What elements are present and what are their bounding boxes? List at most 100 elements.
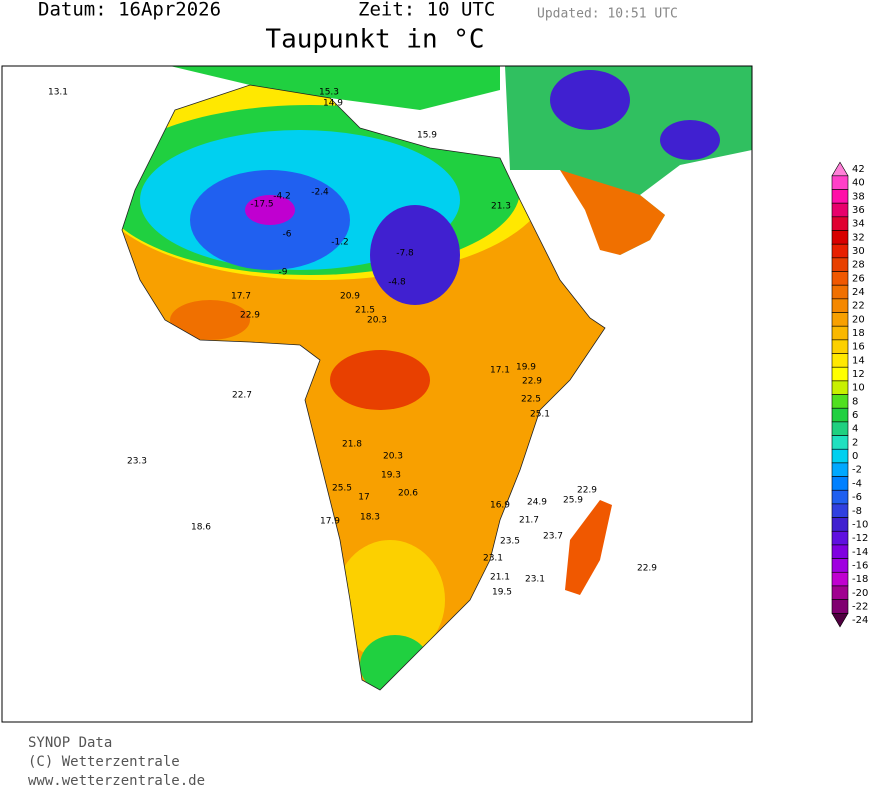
station-value: 23.1 <box>483 554 503 564</box>
colorbar-label: 40 <box>852 178 865 189</box>
station-value: 25.9 <box>563 496 583 506</box>
updated: Updated: 10:51 UTC <box>537 7 678 22</box>
colorbar-swatch <box>831 366 849 382</box>
colorbar-label: 18 <box>852 328 865 339</box>
colorbar-label: -4 <box>852 478 862 489</box>
colorbar-label: 10 <box>852 383 865 394</box>
station-value: 21.7 <box>519 516 539 526</box>
colorbar-label: -24 <box>852 615 868 626</box>
station-value: 18.3 <box>360 513 380 523</box>
colorbar-swatch <box>831 284 849 300</box>
madagascar <box>565 500 612 595</box>
station-value: 17 <box>358 493 369 503</box>
colorbar-label: 38 <box>852 191 865 202</box>
station-value: 21.5 <box>355 306 375 316</box>
colorbar-swatch <box>831 476 849 491</box>
colorbar-label: -8 <box>852 506 862 517</box>
colorbar-swatch <box>831 407 849 423</box>
colorbar-swatch <box>831 517 849 532</box>
station-value: 20.3 <box>383 452 403 462</box>
station-value: 22.7 <box>232 391 252 401</box>
colorbar-label: 16 <box>852 342 865 353</box>
colorbar-label: 34 <box>852 219 865 230</box>
colorbar-swatch <box>831 161 849 177</box>
blob <box>660 120 720 160</box>
colorbar-swatch <box>831 585 849 600</box>
colorbar-label: 8 <box>852 396 858 407</box>
station-value: 13.1 <box>48 88 68 98</box>
colorbar-label: 42 <box>852 164 865 175</box>
colorbar-label: 14 <box>852 355 865 366</box>
station-value: -4.2 <box>273 192 291 202</box>
colorbar-swatch <box>831 462 849 477</box>
colorbar-swatch <box>831 243 849 259</box>
map-frame <box>1 65 753 723</box>
station-value: 25.1 <box>530 410 550 420</box>
colorbar-swatch <box>831 599 849 614</box>
station-value: 17.9 <box>320 517 340 527</box>
time: Zeit: 10 UTC <box>358 0 495 21</box>
station-value: 24.9 <box>527 498 547 508</box>
station-value: -6 <box>283 230 292 240</box>
colorbar-label: -12 <box>852 533 868 544</box>
blob <box>550 70 630 130</box>
colorbar-swatch <box>831 325 849 341</box>
stations: 23.3 18.6 22.7 -17.5-4.2 -2.4 -6 -1.2 -7.8 -4.8 -… <box>48 88 657 598</box>
station-value: 25.5 <box>332 484 352 494</box>
colorbar-label: 28 <box>852 260 865 271</box>
station-value: 21.1 <box>490 573 510 583</box>
colorbar-swatch <box>831 380 849 395</box>
colorbar-swatch <box>831 271 849 286</box>
footer-line: (C) Wetterzentrale <box>28 754 180 770</box>
station-value: 19.5 <box>492 588 512 598</box>
station-value: 23.3 <box>127 457 147 467</box>
colorbar-swatch <box>831 612 849 628</box>
station-value: 23.7 <box>543 532 563 542</box>
colorbar-swatch <box>831 175 849 190</box>
colorbar-swatch <box>831 571 849 587</box>
station-value: 20.9 <box>340 292 360 302</box>
colorbar-swatch <box>831 230 849 245</box>
arabia-south <box>560 170 665 255</box>
title: Taupunkt in °C <box>265 25 484 55</box>
station-value: -17.5 <box>250 200 273 210</box>
colorbar-swatch <box>831 448 849 464</box>
colorbar-label: -20 <box>852 588 868 599</box>
colorbar-label: -22 <box>852 601 868 612</box>
colorbar: 424038363432302826242220181614121086420-… <box>831 161 868 628</box>
colorbar-swatch <box>831 503 849 518</box>
station-value: 17.1 <box>490 366 510 376</box>
station-value: 14.9 <box>323 99 343 109</box>
station-value: -9 <box>279 268 288 278</box>
colorbar-label: -18 <box>852 574 868 585</box>
colorbar-label: 20 <box>852 314 865 325</box>
colorbar-label: 12 <box>852 369 865 380</box>
station-value: 21.3 <box>491 202 511 212</box>
station-value: 22.9 <box>522 377 542 387</box>
colorbar-swatch <box>831 312 849 327</box>
colorbar-label: -14 <box>852 547 868 558</box>
colorbar-swatch <box>831 189 849 204</box>
colorbar-swatch <box>831 435 849 450</box>
colorbar-label: 0 <box>852 451 858 462</box>
colorbar-label: 6 <box>852 410 858 421</box>
colorbar-label: 36 <box>852 205 865 216</box>
colorbar-label: 32 <box>852 232 865 243</box>
map <box>121 66 752 691</box>
colorbar-label: 2 <box>852 437 858 448</box>
colorbar-swatch <box>831 353 849 368</box>
colorbar-swatch <box>831 421 849 436</box>
europe <box>170 66 500 110</box>
colorbar-swatch <box>831 339 849 354</box>
station-value: 16.9 <box>490 501 510 511</box>
colorbar-swatch <box>831 216 849 231</box>
colorbar-swatch <box>831 489 849 505</box>
station-value: 20.3 <box>367 316 387 326</box>
station-value: -2.4 <box>311 188 329 198</box>
station-value: -4.8 <box>388 278 406 288</box>
colorbar-swatch <box>831 530 849 546</box>
station-value: -1.2 <box>331 238 349 248</box>
station-value: 18.6 <box>191 523 211 533</box>
station-value: 22.5 <box>521 395 541 405</box>
colorbar-label: -10 <box>852 519 868 530</box>
